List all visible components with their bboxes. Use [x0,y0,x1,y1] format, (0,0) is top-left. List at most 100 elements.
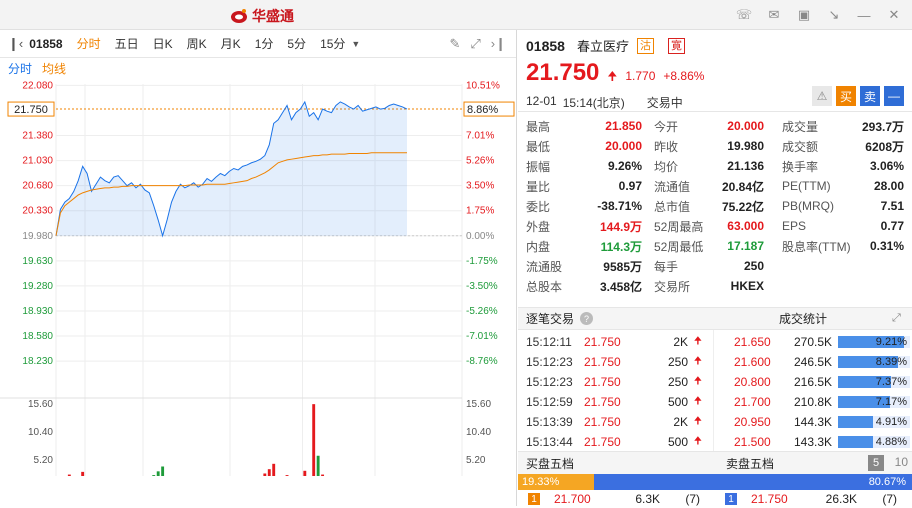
mail-icon[interactable]: ✉ [768,7,780,22]
stat-label: 振幅 [526,159,551,174]
volume-stat-row: 21.500 143.3K 4.88% [714,432,912,452]
stat-row: 最低 20.000 [526,136,648,156]
bid-price[interactable]: 21.700 [554,492,591,506]
volume-stat-price: 21.650 [734,335,771,349]
stat-label: 最高 [526,119,551,134]
tab-weekly-k[interactable]: 周K [186,37,207,51]
ask-level: 1 [725,493,737,505]
pct-tick-label: -5.26% [466,306,498,317]
close-icon[interactable]: ✕ [888,7,900,22]
trade-price: 21.750 [584,395,621,409]
stat-value: 0.97 [618,179,642,193]
price-change-pct: +8.86% [663,69,705,83]
period-dropdown-icon[interactable]: ▼ [351,38,361,49]
stat-label: 总市值 [654,199,691,214]
help-icon[interactable]: ? [580,312,594,325]
volume-stat-volume: 143.3K [794,435,833,449]
stat-row: 昨收 19.980 [648,136,776,156]
volume-stat-pct: 4.91% [875,416,907,428]
current-pct-label: 8.86% [467,104,498,116]
depth-5-button[interactable]: 5 [868,455,884,471]
buy-button[interactable]: 买 [836,86,856,106]
trades-list[interactable]: 15:12:11 21.750 2K 🠉 15:12:23 21.750 250 🠉 15:12… [518,330,714,451]
stat-value: 75.22亿 [721,199,764,214]
ask-volume: 26.3K [825,492,857,506]
sell-button[interactable]: 卖 [860,86,880,106]
pct-tick-label: -7.01% [466,331,498,342]
bell-icon[interactable]: ⚠ [812,86,832,106]
stat-label: 流通值 [654,179,691,194]
collapse-quote-icon[interactable]: — [884,86,904,106]
intraday-chart[interactable]: 22.080 21.380 21.030 20.680 20.330 19.980 19.6… [0,76,517,476]
up-arrow-icon: 🠉 [693,355,702,367]
fullscreen-icon[interactable]: ⤢ [470,36,481,51]
volume-bar [321,474,325,476]
current-pct-box [463,101,515,117]
pct-tick-label: 1.75% [466,206,494,217]
tab-15min[interactable]: 15分 [320,37,346,51]
trade-row: 15:12:23 21.750 250 🠉 [518,352,713,372]
stat-row: 流通股 9585万 [526,256,648,276]
stat-row: 52周最高 63.000 [648,216,776,236]
shirt-icon[interactable]: ▣ [797,7,811,22]
stat-label: 最低 [526,139,551,154]
up-arrow-icon: 🠉 [607,69,618,83]
tab-intraday[interactable]: 分时 [76,37,101,51]
ask-ratio: 80.67% [594,474,912,490]
minimize-icon[interactable]: — [857,7,871,23]
volume-bar [303,470,307,476]
stat-row: 52周最低 17.187 [648,236,776,256]
trade-volume: 500 [667,435,688,449]
stat-row: 内盘 114.3万 [526,236,648,256]
price-tick-label: 18.930 [22,306,53,317]
headset-icon[interactable]: ☏ [735,7,753,22]
stat-label: 股息率(TTM) [782,239,851,254]
volume-tick-label: 15.60 [466,399,491,410]
stat-value: 250 [743,259,764,273]
tab-daily-k[interactable]: 日K [152,37,173,51]
stat-label: EPS [782,219,807,233]
bid-depth-title: 买盘五档 [526,456,575,471]
volume-bar [285,475,289,476]
collapse-icon[interactable]: ❙‹ [8,35,24,51]
stat-label: 委比 [526,199,551,214]
stat-value: 28.00 [873,179,904,193]
tab-1min[interactable]: 1分 [254,37,274,51]
volume-stats-list[interactable]: 21.650 270.5K 9.21% 21.600 246.5K 8.39% 20.800… [714,330,912,451]
chart-toolbar: ❙‹ 01858 分时 五日 日K 周K 月K 1分 5分 15分 ▼ [0,30,516,58]
collapse-right-icon[interactable]: ›❙ [490,36,506,51]
volume-stat-row: 20.950 144.3K 4.91% [714,412,912,432]
price-tick-label: 19.980 [22,231,53,242]
quote-panel: 01858 春立医疗 沽 寛 21.750 🠉 1.770 +8.86% 12-… [518,30,912,506]
quote-name: 春立医疗 [576,39,629,54]
up-arrow-icon: 🠉 [693,435,702,447]
volume-stat-pct: 4.88% [875,436,907,448]
expand-icon[interactable]: ⤢ [892,312,901,324]
trade-time: 15:13:39 [526,415,573,429]
logo-mark-icon [231,9,247,23]
volume-stat-price: 20.800 [734,375,771,389]
bid-level: 1 [528,493,540,505]
stat-label: 今开 [654,119,679,134]
stat-value: 0.31% [869,239,904,253]
depth-10-button[interactable]: 10 [894,455,908,469]
volume-stat-price: 20.950 [734,415,771,429]
last-price: 21.750 [526,59,600,86]
volume-stat-price: 21.600 [734,355,771,369]
tab-5min[interactable]: 5分 [287,37,307,51]
volume-stat-row: 21.700 210.8K 7.17% [714,392,912,412]
volume-bar [67,474,71,476]
stat-row: 委比 -38.71% [526,196,648,216]
shrink-icon[interactable]: ↘ [828,7,840,22]
market-status: 交易中 [646,96,683,110]
ask-price[interactable]: 21.750 [751,492,788,506]
volume-stat-volume: 270.5K [794,335,833,349]
tab-5day[interactable]: 五日 [114,37,139,51]
draw-pen-icon[interactable]: ✎ [449,36,461,51]
volume-stat-volume: 144.3K [794,415,833,429]
up-arrow-icon: 🠉 [693,335,702,347]
trade-price: 21.750 [584,335,621,349]
stat-label: 外盘 [526,219,551,234]
tab-monthly-k[interactable]: 月K [220,37,241,51]
stat-row: 总股本 3.458亿 [526,276,648,296]
